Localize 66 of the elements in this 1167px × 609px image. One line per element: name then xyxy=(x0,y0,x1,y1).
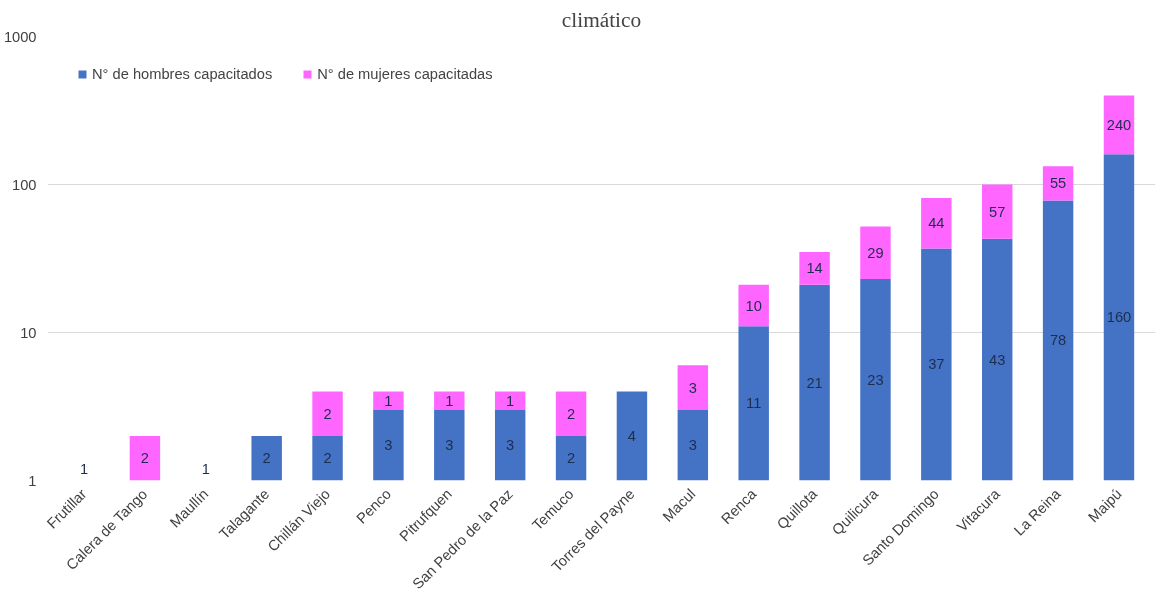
data-label: 2 xyxy=(262,450,271,467)
y-tick-label: 1 xyxy=(28,472,37,489)
bar xyxy=(921,198,952,249)
data-label: 23 xyxy=(867,371,884,388)
bar xyxy=(677,365,709,410)
bar xyxy=(1103,154,1135,481)
bar xyxy=(981,238,1013,481)
bar xyxy=(555,435,587,481)
bar xyxy=(434,391,465,410)
data-label: 3 xyxy=(688,379,697,396)
bar xyxy=(677,409,709,481)
data-label: 3 xyxy=(445,437,454,454)
data-label: 160 xyxy=(1106,309,1132,326)
bar xyxy=(373,391,404,410)
legend-label: N° de hombres capacitados xyxy=(92,66,273,82)
data-label: 14 xyxy=(806,260,823,277)
data-label: 21 xyxy=(806,374,823,391)
data-label: 1 xyxy=(445,392,454,409)
bar xyxy=(860,226,891,279)
data-label: 10 xyxy=(745,297,762,314)
data-label: 55 xyxy=(1049,175,1067,192)
bar xyxy=(921,248,952,481)
data-label: 4 xyxy=(627,427,637,444)
data-label: 3 xyxy=(688,437,697,454)
bar xyxy=(799,284,830,481)
bar xyxy=(1042,200,1074,481)
y-tick-label: 10 xyxy=(20,324,37,341)
data-label: 29 xyxy=(867,244,884,261)
bar xyxy=(738,326,769,481)
bar xyxy=(129,435,161,481)
legend-label: N° de mujeres capacitadas xyxy=(317,66,493,82)
data-label: 3 xyxy=(506,437,515,454)
y-tick-label: 100 xyxy=(12,176,37,193)
bar xyxy=(251,435,282,481)
data-label: 1 xyxy=(201,460,210,477)
data-label: 2 xyxy=(566,450,576,467)
data-label: 240 xyxy=(1106,116,1132,133)
bar xyxy=(312,391,343,436)
bar xyxy=(312,435,343,481)
data-label: 78 xyxy=(1049,332,1067,349)
bar xyxy=(555,391,587,436)
data-label: 11 xyxy=(746,395,762,412)
data-label: 1 xyxy=(384,392,393,409)
bar xyxy=(494,409,526,481)
data-label: 43 xyxy=(989,351,1006,368)
data-label: 3 xyxy=(384,437,393,454)
data-label: 2 xyxy=(140,450,149,467)
y-tick-label: 1000 xyxy=(3,28,37,45)
data-label: 2 xyxy=(566,405,576,422)
bar xyxy=(799,251,830,285)
bar xyxy=(494,391,526,410)
data-label: 44 xyxy=(928,215,945,232)
data-label: 57 xyxy=(989,203,1006,220)
bar xyxy=(981,184,1013,239)
bar xyxy=(860,278,891,481)
bar xyxy=(434,409,465,481)
bar xyxy=(616,391,648,481)
data-label: 1 xyxy=(506,392,515,409)
chart-title: climático xyxy=(561,7,642,32)
data-label: 2 xyxy=(323,405,332,422)
bar xyxy=(373,409,404,481)
data-label: 2 xyxy=(323,450,332,467)
bar xyxy=(738,284,769,327)
data-label: 1 xyxy=(79,460,89,477)
data-label: 37 xyxy=(928,356,945,373)
bar xyxy=(1103,95,1135,155)
